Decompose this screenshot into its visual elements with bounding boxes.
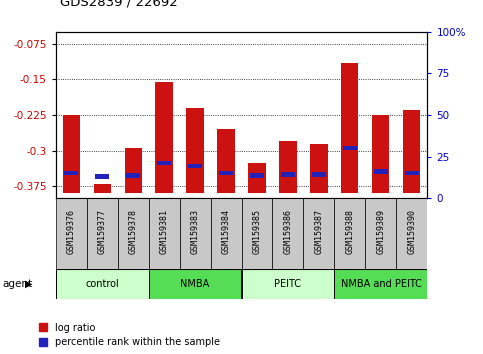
- Bar: [242, 198, 272, 269]
- Bar: [156, 82, 172, 193]
- Bar: [248, 162, 266, 193]
- Text: GSM159390: GSM159390: [408, 209, 416, 254]
- Bar: [303, 198, 334, 269]
- Bar: [64, 171, 78, 175]
- Bar: [341, 63, 358, 193]
- Bar: [86, 198, 117, 269]
- Bar: [94, 184, 111, 193]
- Bar: [281, 172, 295, 177]
- Bar: [397, 198, 427, 269]
- Bar: [250, 173, 264, 178]
- Bar: [372, 115, 389, 193]
- Text: GSM159387: GSM159387: [314, 209, 324, 254]
- Bar: [219, 171, 233, 175]
- Text: GSM159383: GSM159383: [190, 209, 199, 254]
- Text: agent: agent: [2, 279, 32, 289]
- Text: GDS2839 / 22692: GDS2839 / 22692: [60, 0, 178, 9]
- Bar: [374, 170, 388, 174]
- Bar: [211, 198, 242, 269]
- Bar: [311, 144, 327, 193]
- Bar: [403, 110, 421, 193]
- Bar: [334, 269, 427, 299]
- Text: PEITC: PEITC: [274, 279, 301, 289]
- Bar: [242, 269, 334, 299]
- Text: GSM159381: GSM159381: [159, 209, 169, 254]
- Text: GSM159389: GSM159389: [376, 209, 385, 254]
- Bar: [343, 146, 357, 150]
- Text: control: control: [85, 279, 119, 289]
- Text: NMBA and PEITC: NMBA and PEITC: [341, 279, 421, 289]
- Text: GSM159385: GSM159385: [253, 209, 261, 254]
- Bar: [217, 129, 235, 193]
- Bar: [56, 269, 149, 299]
- Bar: [366, 198, 397, 269]
- Text: GSM159386: GSM159386: [284, 209, 293, 254]
- Bar: [149, 198, 180, 269]
- Bar: [95, 174, 109, 178]
- Text: NMBA: NMBA: [180, 279, 210, 289]
- Bar: [280, 141, 297, 193]
- Bar: [149, 269, 242, 299]
- Bar: [56, 198, 86, 269]
- Text: GSM159376: GSM159376: [67, 209, 75, 254]
- Bar: [186, 108, 203, 193]
- Bar: [125, 148, 142, 193]
- Bar: [188, 164, 202, 168]
- Text: ▶: ▶: [25, 279, 33, 289]
- Text: GSM159384: GSM159384: [222, 209, 230, 254]
- Bar: [117, 198, 149, 269]
- Bar: [62, 115, 80, 193]
- Bar: [157, 161, 171, 165]
- Bar: [334, 198, 366, 269]
- Text: GSM159377: GSM159377: [98, 209, 107, 254]
- Bar: [126, 173, 140, 178]
- Text: GSM159378: GSM159378: [128, 209, 138, 254]
- Bar: [272, 198, 303, 269]
- Text: GSM159388: GSM159388: [345, 209, 355, 254]
- Bar: [405, 171, 419, 175]
- Bar: [312, 172, 326, 177]
- Legend: log ratio, percentile rank within the sample: log ratio, percentile rank within the sa…: [39, 322, 220, 347]
- Bar: [180, 198, 211, 269]
